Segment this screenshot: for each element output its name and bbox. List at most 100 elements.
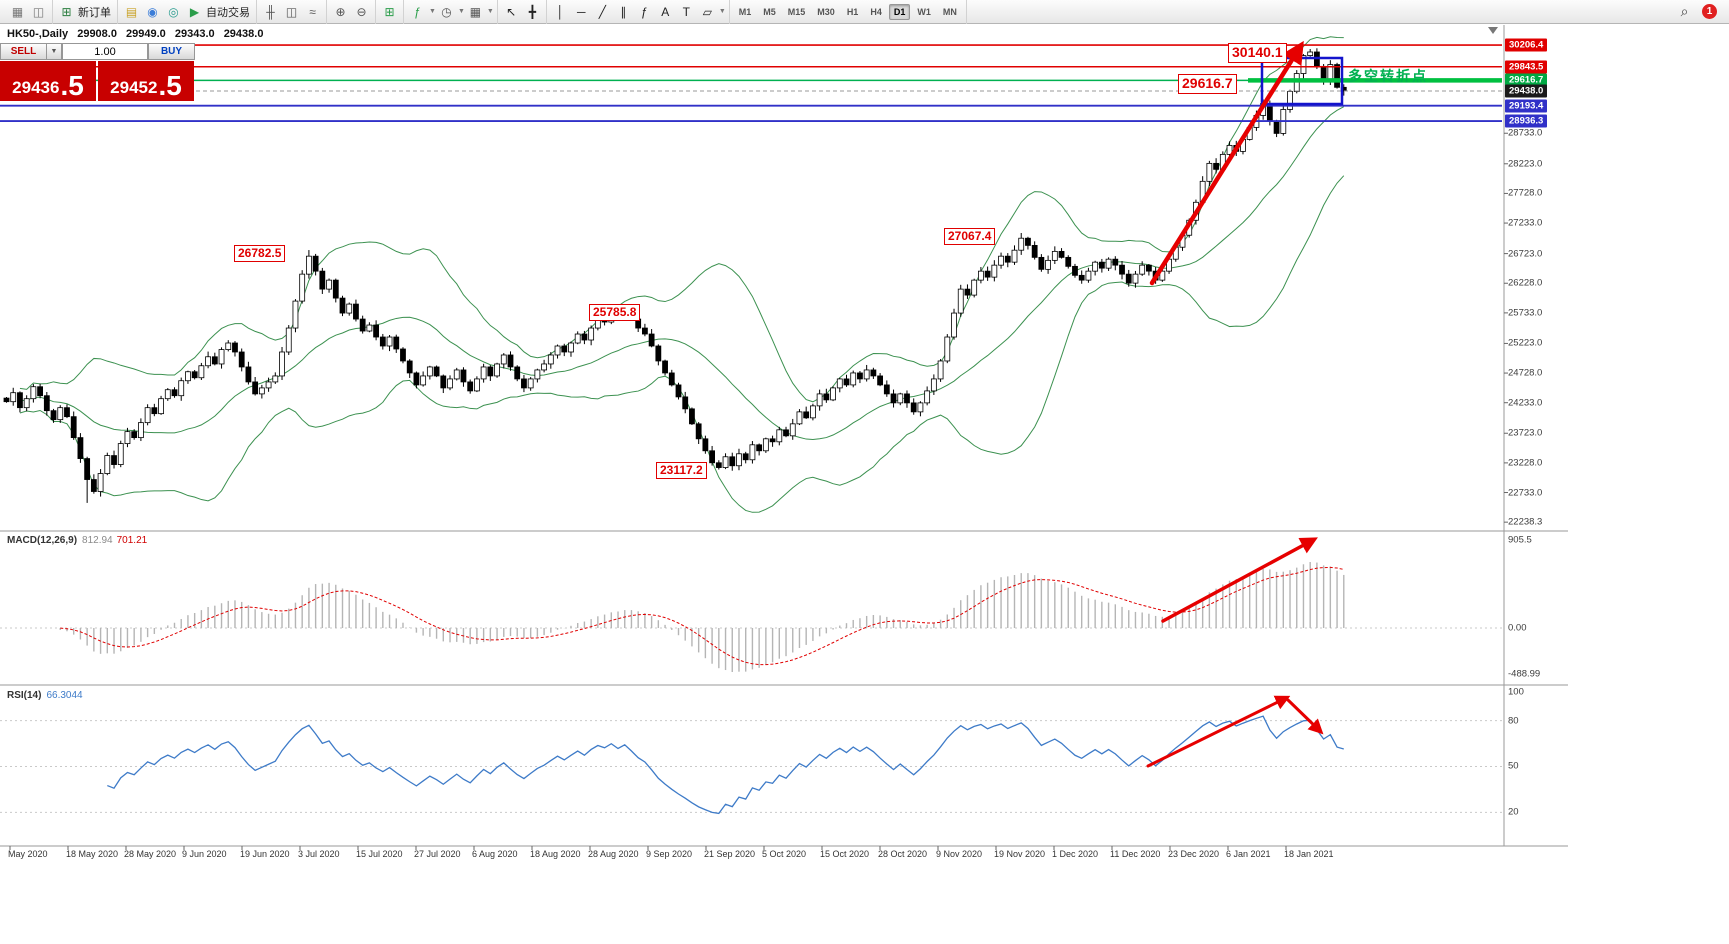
chart-profiles-icon: ◫: [32, 4, 45, 19]
date-axis-label: 28 Aug 2020: [588, 849, 639, 859]
community-button[interactable]: ◉: [143, 2, 162, 21]
text-label-button[interactable]: T: [677, 2, 696, 21]
favorites-icon: ▤: [125, 4, 138, 19]
price-annotation[interactable]: 26782.5: [234, 245, 286, 262]
bar-chart-mode-icon: ╫: [266, 4, 275, 19]
toolbar-group: ▤ ◉ ◎ ▶ 自动交易: [118, 0, 257, 24]
buy-price-frac: .5: [158, 70, 182, 102]
horizontal-line-button[interactable]: ─: [572, 2, 591, 21]
order-type-dropdown[interactable]: ▼: [47, 43, 62, 60]
price-axis-label: 27728.0: [1508, 187, 1543, 199]
toolbar-group: │ ─ ╱ ∥ ƒ A T ▱ ▼: [547, 0, 730, 24]
symbol-name: HK50-,Daily: [7, 28, 69, 40]
timeframe-w1[interactable]: W1: [917, 6, 931, 17]
periods-dropdown-caret[interactable]: ▼: [457, 8, 465, 15]
price-annotation[interactable]: 30140.1: [1228, 43, 1287, 63]
date-axis-label: 18 Aug 2020: [530, 849, 581, 859]
trend-arrow-macd[interactable]: [1161, 537, 1318, 623]
templates-dropdown-caret[interactable]: ▼: [486, 8, 494, 15]
date-axis-label: 9 Sep 2020: [646, 849, 693, 859]
timeframe-d1[interactable]: D1: [888, 3, 911, 20]
new-order-button[interactable]: ⊞: [57, 2, 76, 21]
search-button[interactable]: ⌕: [1680, 3, 1689, 19]
auto-trading-icon: ▶: [189, 4, 200, 19]
zoom-out-icon: ⊖: [356, 4, 367, 19]
turning-point-note[interactable]: 多空转折点: [1348, 68, 1428, 84]
bar-chart-mode-button[interactable]: ╫: [261, 2, 280, 21]
bollinger-bands: [19, 36, 1345, 513]
timeframe-mn[interactable]: MN: [942, 6, 957, 17]
toolbar-right: ⌕ 1: [1674, 2, 1725, 21]
indicators-dropdown-caret[interactable]: ▼: [429, 8, 436, 15]
buy-price-display[interactable]: 29452.5: [98, 61, 194, 101]
tile-windows-button[interactable]: ⊞: [380, 2, 399, 21]
line-chart-mode-button[interactable]: ≈: [303, 2, 322, 21]
buy-button[interactable]: BUY: [148, 43, 195, 60]
candlestick-mode-icon: ◫: [285, 4, 298, 19]
shapes-dropdown-caret[interactable]: ▼: [718, 8, 726, 15]
timeframe-h4[interactable]: H4: [870, 6, 882, 17]
community-icon: ◉: [147, 4, 158, 19]
shapes-icon: ▱: [702, 4, 712, 19]
price-axis-label: 23228.0: [1508, 457, 1543, 469]
auto-trading-button[interactable]: ▶: [185, 2, 204, 21]
toolbar-group: ↖ ╋: [498, 0, 547, 24]
new-order-label: 新订单: [78, 6, 111, 19]
chart-profiles-button[interactable]: ◫: [29, 2, 48, 21]
trend-arrow-rsi-up[interactable]: [1146, 695, 1291, 768]
favorites-button[interactable]: ▤: [122, 2, 141, 21]
sell-price-display[interactable]: 29436.5: [0, 61, 96, 101]
timeframe-h1[interactable]: H1: [846, 6, 859, 17]
timeframe-m15[interactable]: M15: [787, 6, 806, 17]
trend-arrow-main[interactable]: [1149, 40, 1304, 286]
price-axis-label: 25223.0: [1508, 337, 1543, 349]
timeframe-m1[interactable]: M1: [738, 6, 752, 17]
date-axis-label: 6 Jan 2021: [1226, 849, 1271, 859]
zoom-in-button[interactable]: ⊕: [331, 2, 350, 21]
buy-price-main: 29452: [110, 78, 158, 98]
auto-trading-label: 自动交易: [206, 6, 250, 19]
shapes-button[interactable]: ▱: [698, 2, 717, 21]
trendline-button[interactable]: ╱: [593, 2, 612, 21]
date-axis-label: 28 Oct 2020: [878, 849, 928, 859]
price-annotation[interactable]: 29616.7: [1178, 74, 1237, 94]
price-annotation[interactable]: 27067.4: [944, 228, 996, 245]
cursor-button[interactable]: ↖: [502, 2, 521, 21]
new-chart-icon: ▦: [11, 4, 24, 19]
new-chart-button[interactable]: ▦: [8, 2, 27, 21]
rsi-axis-label: 50: [1508, 760, 1519, 772]
date-axis-label: 15 Oct 2020: [820, 849, 870, 859]
periods-button[interactable]: ◷: [437, 2, 456, 21]
macd-signal-line: [60, 566, 1344, 666]
candlestick-mode-button[interactable]: ◫: [282, 2, 301, 21]
rsi-axis-label: 80: [1508, 715, 1519, 727]
macd-axis-label: 905.5: [1508, 534, 1532, 546]
price-annotation[interactable]: 23117.2: [656, 462, 707, 479]
templates-button[interactable]: ▦: [466, 2, 485, 21]
timeframe-m5[interactable]: M5: [763, 6, 776, 17]
date-axis-label: 15 Jul 2020: [356, 849, 403, 859]
zoom-out-button[interactable]: ⊖: [352, 2, 371, 21]
sell-button[interactable]: SELL: [0, 43, 47, 60]
date-axis-label: 9 Nov 2020: [936, 849, 983, 859]
indicators-button[interactable]: ƒ: [408, 2, 427, 21]
notification-badge[interactable]: 1: [1702, 4, 1717, 19]
crosshair-button[interactable]: ╋: [523, 2, 542, 21]
price-annotation[interactable]: 25785.8: [589, 304, 641, 321]
price-axis-tag: 29193.4: [1505, 99, 1548, 113]
text-button[interactable]: A: [656, 2, 675, 21]
market-button[interactable]: ◎: [164, 2, 183, 21]
equidistant-channel-button[interactable]: ∥: [614, 2, 633, 21]
vertical-line-button[interactable]: │: [551, 2, 570, 21]
date-axis-label: 6 Aug 2020: [472, 849, 518, 859]
fibonacci-button[interactable]: ƒ: [635, 2, 654, 21]
price-axis-tag: 30206.4: [1505, 38, 1548, 52]
trend-arrow-rsi-down[interactable]: [1286, 698, 1324, 735]
toolbar: ▦ ◫ ⊞ 新订单 ▤ ◉ ◎ ▶ 自动交易 ╫ ◫ ≈ ⊕ ⊖ ⊞ ƒ ▼ ◷ ▼ ▦ ▼ ↖ ╋ │ ─ ╱ ∥ ƒ A T ▱ ▼ M1 M…: [0, 0, 1729, 24]
ohlc-low: 29343.0: [174, 28, 215, 40]
timeframe-m30[interactable]: M30: [817, 6, 835, 17]
volume-input[interactable]: [62, 43, 148, 60]
price-axis-label: 24233.0: [1508, 397, 1543, 409]
